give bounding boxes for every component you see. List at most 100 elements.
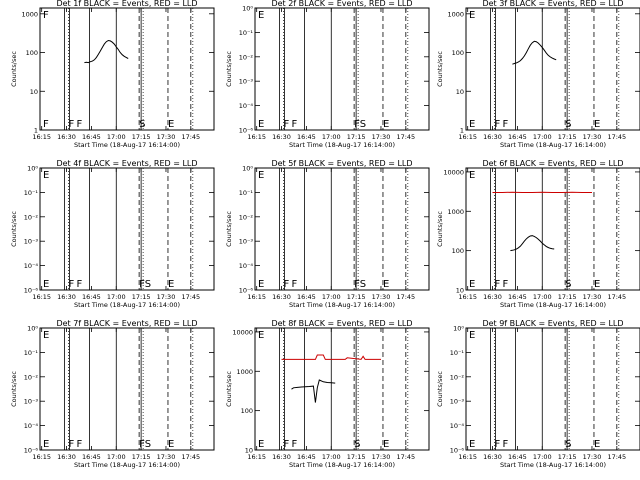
y-tick-label: 10⁻⁶ xyxy=(24,447,39,455)
panel-title: Det 9f BLACK = Events, RED = LLD xyxy=(482,319,623,328)
event-marker-label: E xyxy=(258,170,264,181)
event-marker-label: F xyxy=(43,10,49,21)
x-tick-label: 16:30 xyxy=(272,133,291,141)
event-marker-label: F xyxy=(76,439,82,450)
panel-det-4: Det 4f BLACK = Events, RED = LLD 16:15 16:… xyxy=(10,159,215,309)
y-tick-label: 10⁻² xyxy=(24,373,39,381)
event-marker-label: FS xyxy=(139,439,151,450)
x-axis-label: Start Time (18-Aug-17 16:14:00) xyxy=(289,141,395,149)
y-tick-label: 10⁻¹ xyxy=(450,349,465,357)
y-axis-label: Counts/sec xyxy=(225,211,233,247)
x-tick-label: 16:30 xyxy=(57,133,76,141)
y-tick-label: 100 xyxy=(452,49,464,57)
event-marker-label: E xyxy=(43,279,49,290)
x-tick-label: 17:30 xyxy=(372,293,391,301)
x-tick-label: 16:45 xyxy=(297,133,316,141)
x-tick-label: 16:45 xyxy=(82,133,101,141)
x-tick-label: 16:30 xyxy=(483,293,502,301)
panel-det-6: Det 6f BLACK = Events, RED = LLD 16:15 16:… xyxy=(436,159,640,309)
y-tick-label: 10⁻⁶ xyxy=(450,447,465,455)
x-axis-label: Start Time (18-Aug-17 16:14:00) xyxy=(500,301,606,309)
panel-det-5: Det 5f BLACK = Events, RED = LLD 16:15 16:… xyxy=(225,159,430,309)
event-marker-label: F xyxy=(69,279,75,290)
plot-frame xyxy=(39,7,215,131)
x-tick-label: 17:30 xyxy=(372,133,391,141)
x-tick-label: 16:15 xyxy=(247,453,266,461)
events-series-line xyxy=(512,40,557,65)
x-tick-label: 16:30 xyxy=(483,133,502,141)
y-axis-label: Counts/sec xyxy=(436,211,444,247)
x-tick-label: 17:15 xyxy=(347,293,366,301)
y-axis-label: Counts/sec xyxy=(225,371,233,407)
panel-det-7: Det 7f BLACK = Events, RED = LLD 16:15 16:… xyxy=(10,319,215,469)
y-axis-label: Counts/sec xyxy=(10,211,18,247)
plot-frame xyxy=(254,7,430,131)
y-tick-label: 10 xyxy=(245,447,253,455)
x-tick-label: 16:45 xyxy=(82,453,101,461)
x-tick-label: 17:45 xyxy=(607,453,626,461)
event-marker-label: S xyxy=(565,279,571,290)
x-tick-label: 17:15 xyxy=(132,293,151,301)
y-tick-label: 10 xyxy=(456,287,464,295)
event-marker-label: F xyxy=(284,279,290,290)
x-tick-label: 17:00 xyxy=(107,453,126,461)
y-tick-label: 10000 xyxy=(232,328,253,336)
x-tick-label: 16:45 xyxy=(297,453,316,461)
panel-det-9: Det 9f BLACK = Events, RED = LLD 16:15 16:… xyxy=(436,319,640,469)
y-tick-label: 10⁻² xyxy=(24,213,39,221)
panel-title: Det 8f BLACK = Events, RED = LLD xyxy=(271,319,412,328)
x-tick-label: 17:30 xyxy=(583,453,602,461)
y-tick-label: 10⁻² xyxy=(450,373,465,381)
y-tick-label: 10⁰ xyxy=(27,165,38,173)
event-marker-label: S xyxy=(565,119,571,130)
event-marker-label: E xyxy=(43,170,49,181)
y-tick-label: 100 xyxy=(452,247,464,255)
x-tick-label: 17:00 xyxy=(107,293,126,301)
plot-frame xyxy=(254,167,430,291)
panel-title: Det 6f BLACK = Events, RED = LLD xyxy=(482,159,623,168)
x-tick-label: 16:15 xyxy=(247,293,266,301)
events-series-line xyxy=(84,39,129,64)
x-tick-label: 16:15 xyxy=(32,133,51,141)
event-marker-label: E xyxy=(43,330,49,341)
event-marker-label: F xyxy=(291,119,297,130)
x-axis-label: Start Time (18-Aug-17 16:14:00) xyxy=(74,141,180,149)
y-tick-label: 10⁻³ xyxy=(24,238,39,246)
y-tick-label: 10⁰ xyxy=(242,165,253,173)
x-tick-label: 17:30 xyxy=(583,133,602,141)
event-marker-label: E xyxy=(258,10,264,21)
y-tick-label: 1000 xyxy=(21,10,38,18)
x-tick-label: 17:45 xyxy=(607,293,626,301)
y-axis-label: Counts/sec xyxy=(436,371,444,407)
y-tick-label: 10⁻¹ xyxy=(24,189,39,197)
x-tick-label: 17:45 xyxy=(181,293,200,301)
x-tick-label: 16:30 xyxy=(272,453,291,461)
x-tick-label: 17:15 xyxy=(347,133,366,141)
event-marker-label: E xyxy=(168,439,174,450)
y-tick-label: 100 xyxy=(241,407,253,415)
plot-frame xyxy=(39,167,215,291)
event-marker-label: E xyxy=(469,170,475,181)
x-tick-label: 17:30 xyxy=(372,453,391,461)
panel-title: Det 5f BLACK = Events, RED = LLD xyxy=(271,159,412,168)
y-tick-label: 10⁻⁴ xyxy=(239,262,254,270)
y-tick-label: 10000 xyxy=(443,168,464,176)
y-tick-label: 10⁰ xyxy=(27,325,38,333)
x-tick-label: 17:15 xyxy=(558,453,577,461)
event-marker-label: F xyxy=(495,439,501,450)
panel-title: Det 2f BLACK = Events, RED = LLD xyxy=(271,0,412,8)
event-marker-label: F xyxy=(495,279,501,290)
y-axis-label: Counts/sec xyxy=(225,51,233,87)
y-tick-label: 1 xyxy=(460,127,464,135)
event-marker-label: FS xyxy=(354,279,366,290)
panel-title: Det 3f BLACK = Events, RED = LLD xyxy=(482,0,623,8)
y-axis-label: Counts/sec xyxy=(10,371,18,407)
x-tick-label: 17:00 xyxy=(533,133,552,141)
x-tick-label: 17:15 xyxy=(558,133,577,141)
plot-frame xyxy=(465,167,640,291)
event-marker-label: E xyxy=(594,439,600,450)
x-tick-label: 16:15 xyxy=(458,133,477,141)
event-marker-label: F xyxy=(291,279,297,290)
event-marker-label: E xyxy=(258,330,264,341)
